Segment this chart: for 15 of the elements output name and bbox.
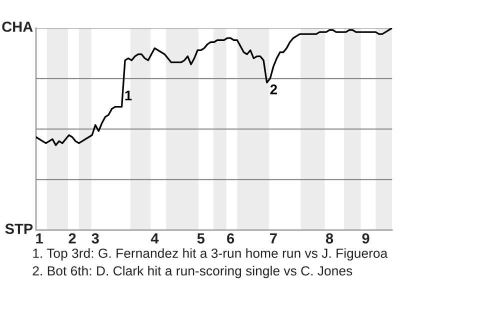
x-tick-label: 8: [326, 233, 334, 244]
x-tick-label: 4: [150, 233, 159, 244]
text: CHA: [2, 22, 33, 32]
x-tick-label: 6: [227, 233, 234, 244]
x-tick-label: 5: [197, 233, 205, 244]
annotation: 2: [270, 84, 277, 94]
annotation: 1: [125, 90, 132, 100]
x-tick-label: 9: [362, 233, 370, 244]
text: 2. Bot 6th: D. Clark hit a run-scoring single vs C. Jones: [32, 266, 352, 278]
x-tick-label: 1: [36, 233, 43, 244]
x-tick-label: 3: [92, 233, 99, 244]
x-tick-label: 2: [68, 233, 76, 244]
text: 1. Top 3rd: G. Fernandez hit a 3-run home run vs J. Figueroa: [33, 248, 388, 261]
x-tick-label: 7: [270, 233, 277, 244]
text: STP: [5, 224, 33, 234]
